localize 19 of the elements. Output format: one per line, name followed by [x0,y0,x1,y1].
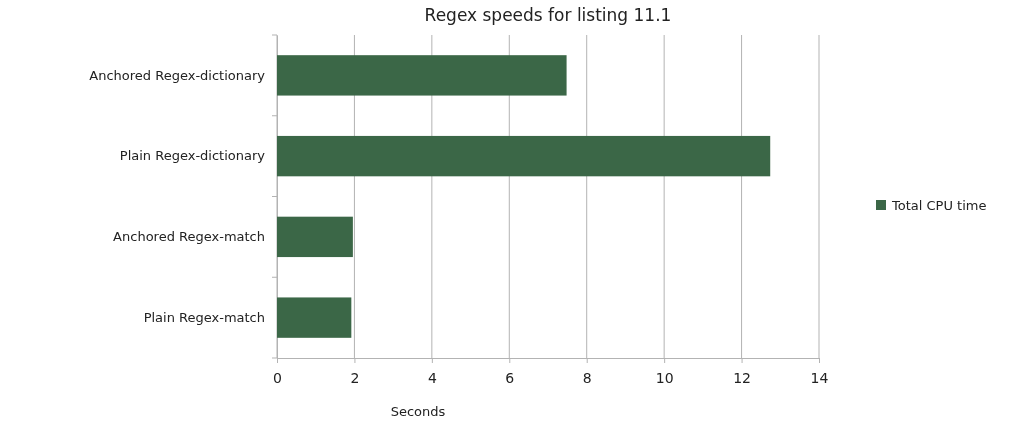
x-tick-label: 4 [427,369,437,386]
x-tick-label: 6 [505,369,515,386]
bar [277,216,353,258]
bar [277,297,352,338]
legend-label: Total CPU time [891,198,987,213]
y-tick-label: Anchored Regex-dictionary [89,67,266,83]
y-tick-label: Plain Regex-match [143,309,265,325]
x-axis-title: Seconds [390,404,446,419]
y-tick-label: Plain Regex-dictionary [119,148,266,164]
x-tick-label: 0 [273,369,282,386]
chart-title: Regex speeds for listing 11.1 [424,5,672,25]
x-tick-label: 8 [582,369,592,386]
bar [277,135,771,177]
x-tick-label: 12 [733,369,751,386]
x-tick-label: 2 [350,369,360,386]
x-tick-label: 10 [655,369,674,386]
bar [277,55,567,96]
x-tick-label: 14 [810,369,829,386]
y-tick-label: Anchored Regex-match [113,229,265,245]
